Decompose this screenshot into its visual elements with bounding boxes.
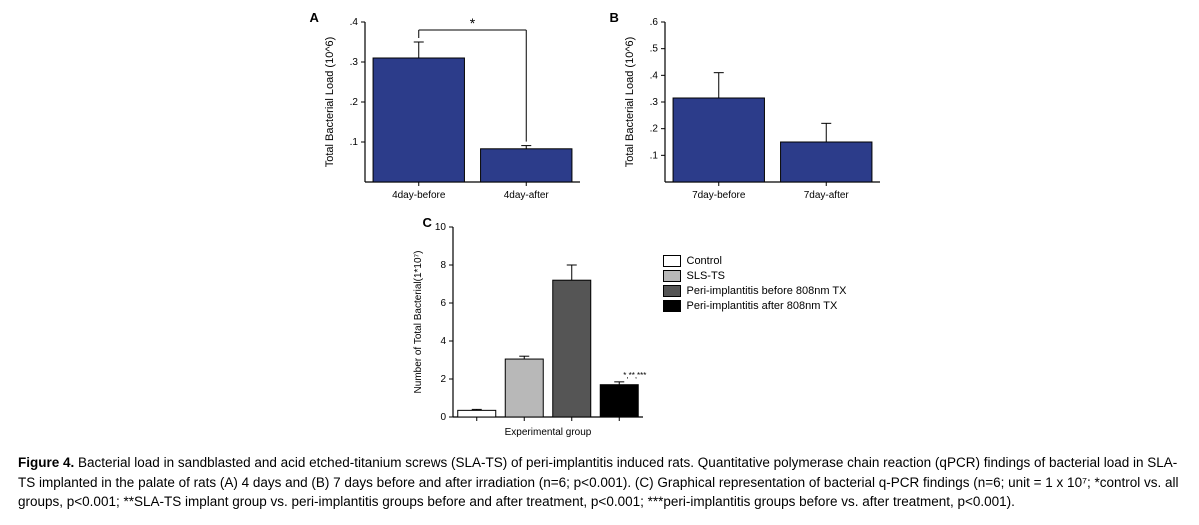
svg-text:.3: .3 (649, 97, 658, 108)
svg-text:.6: .6 (649, 17, 658, 28)
legend-label: Control (687, 255, 722, 267)
figure-caption: Figure 4. Bacterial load in sandblasted … (10, 453, 1189, 512)
legend-row: Peri-implantitis after 808nm TX (663, 300, 847, 312)
legend-swatch (663, 270, 681, 282)
svg-text:4day-after: 4day-after (503, 190, 549, 201)
svg-text:.1: .1 (349, 137, 358, 148)
svg-text:2: 2 (440, 374, 446, 385)
legend-row: Peri-implantitis before 808nm TX (663, 285, 847, 297)
panel-a: A .1 .2 .3 .4 Total Bacterial Load (10^6) 4da… (310, 10, 590, 210)
svg-text:8: 8 (440, 260, 446, 271)
svg-text:*: * (469, 15, 475, 31)
legend-label: Peri-implantitis after 808nm TX (687, 300, 838, 312)
svg-text:.2: .2 (349, 97, 358, 108)
panel-b: B .1 .2 .3 .4 .5 .6 Total Bacterial Load (10^6… (610, 10, 890, 210)
svg-text:4day-before: 4day-before (392, 190, 446, 201)
caption-text: Bacterial load in sandblasted and acid e… (18, 455, 1179, 509)
panel-b-letter: B (610, 10, 619, 25)
top-row: A .1 .2 .3 .4 Total Bacterial Load (10^6) 4da… (10, 10, 1189, 210)
svg-text:.4: .4 (649, 70, 658, 81)
svg-text:7day-before: 7day-before (692, 190, 746, 201)
figure-container: A .1 .2 .3 .4 Total Bacterial Load (10^6) 4da… (10, 10, 1189, 512)
svg-text:.1: .1 (649, 150, 658, 161)
svg-text:.3: .3 (349, 57, 358, 68)
panel-c-legend: Control SLS-TS Peri-implantitis before 808… (663, 255, 847, 315)
svg-text:6: 6 (440, 298, 446, 309)
svg-text:.5: .5 (649, 44, 658, 55)
svg-text:Total Bacterial Load (10^6): Total Bacterial Load (10^6) (324, 37, 336, 168)
panel-c-letter: C (423, 215, 432, 230)
chart-a-svg: .1 .2 .3 .4 Total Bacterial Load (10^6) 4day-… (310, 10, 590, 210)
figure-number: Figure 4. (18, 455, 74, 470)
svg-text:10: 10 (434, 222, 446, 233)
svg-text:7day-after: 7day-after (803, 190, 849, 201)
svg-text:Total Bacterial Load (10^6): Total Bacterial Load (10^6) (624, 37, 636, 168)
svg-text:Number of Total Bacterial(1*10: Number of Total Bacterial(1*10⁷) (413, 251, 424, 394)
legend-swatch (663, 255, 681, 267)
panel-a-letter: A (310, 10, 319, 25)
panel-c: C 0 2 4 6 8 10 Number of Total Bacterial(1*10⁷… (353, 215, 653, 445)
chart-c-svg: 0 2 4 6 8 10 Number of Total Bacterial(1*10⁷) E… (353, 215, 653, 445)
chart-b-svg: .1 .2 .3 .4 .5 .6 Total Bacterial Load (10^6) 7… (610, 10, 890, 210)
legend-label: Peri-implantitis before 808nm TX (687, 285, 847, 297)
svg-text:.2: .2 (649, 124, 658, 135)
legend-label: SLS-TS (687, 270, 726, 282)
legend-row: Control (663, 255, 847, 267)
legend-swatch (663, 300, 681, 312)
legend-swatch (663, 285, 681, 297)
svg-text:Experimental group: Experimental group (504, 427, 591, 438)
panel-c-row: C 0 2 4 6 8 10 Number of Total Bacterial(1*10⁷… (10, 215, 1189, 445)
svg-text:.4: .4 (349, 17, 358, 28)
svg-text:*,**,***: *,**,*** (623, 371, 646, 380)
svg-text:0: 0 (440, 412, 446, 423)
svg-text:4: 4 (440, 336, 446, 347)
legend-row: SLS-TS (663, 270, 847, 282)
